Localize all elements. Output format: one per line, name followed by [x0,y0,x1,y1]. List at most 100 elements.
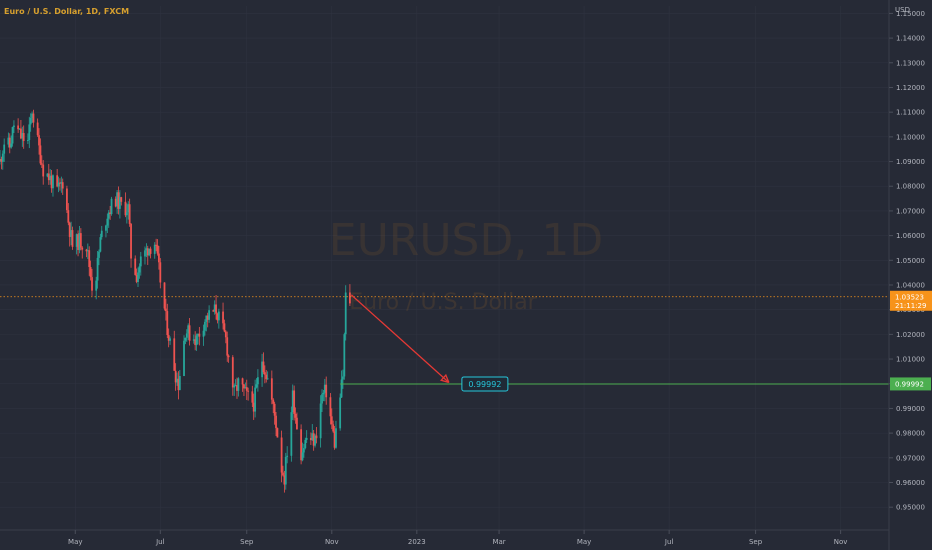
candle-up [304,439,307,449]
candle-up [183,340,185,377]
candle-up [96,257,99,281]
price-tick-label: 1.07000 [896,207,925,215]
candle-down [89,267,92,278]
candle-down [174,370,177,383]
price-axis[interactable]: 1.15000 1.14000 1.13000 1.12000 1.11000 1.100… [889,10,925,512]
countdown-timer: 21:11:29 [895,302,926,310]
time-tick-label: 2023 [408,538,426,546]
candle-down [198,333,201,337]
candle-down [251,391,254,403]
candle-up [176,378,178,383]
candle-up [118,197,121,209]
candle-down [312,433,315,446]
candle-down [216,313,219,321]
candle-up [116,192,118,207]
candle-up [234,385,237,387]
price-tick-label: 1.09000 [896,158,925,166]
candle-down [117,192,120,209]
candle-down [149,248,152,254]
candle-down [130,223,132,259]
candle-up [98,251,100,258]
candle-up [204,321,206,331]
candle-down [124,201,127,216]
candle-up [46,173,49,177]
time-tick-label: Sep [749,538,763,546]
time-axis[interactable]: May Jul Sep Nov 2023 Mar May Jul Sep Nov [68,530,847,546]
price-tick-label: 1.02000 [896,331,925,339]
candle-down [159,262,162,283]
candle-down [56,175,59,187]
candle-down [20,128,22,139]
candle-up [60,182,63,184]
candle-down [265,374,268,380]
candle-down [309,437,312,441]
target-price-axis-value: 0.99992 [895,380,924,388]
candle-up [290,412,293,456]
candle-up [57,182,60,187]
candle-down [275,415,277,429]
candle-up [217,311,220,321]
candle-down [22,132,25,142]
candle-up [148,248,151,256]
candle-down [42,164,45,177]
candle-down [134,258,137,275]
candle-up [311,433,314,441]
candle-up [340,379,343,398]
candle-up [70,230,72,237]
candle-down [59,182,61,184]
candle-up [52,175,54,189]
candle-down [224,331,227,338]
candle-up [106,218,109,226]
candle-down [32,113,35,123]
candle-down [158,253,160,263]
price-tick-label: 1.05000 [896,257,925,265]
symbol-title[interactable]: Euro / U.S. Dollar, 1D, FXCM [4,7,129,16]
candle-down [263,372,266,375]
time-tick-label: Nov [325,538,339,546]
candle-down [81,247,84,250]
candle-up [10,143,13,148]
candle-up [233,385,236,388]
candle-up [321,394,323,404]
candle-up [145,248,148,251]
candle-down [120,197,123,202]
candle-down [252,402,255,412]
candle-down [91,277,93,291]
price-tick-label: 1.14000 [896,35,925,43]
candle-down [226,337,229,356]
candle-up [284,456,287,485]
candle-down [349,292,351,304]
candlestick-series [0,109,351,493]
candle-up [184,337,187,341]
candle-up [319,403,322,439]
trend-arrow-line [350,294,450,383]
price-tick-label: 1.12000 [896,84,925,92]
candle-up [323,384,326,393]
candle-up [18,128,21,130]
candle-down [67,210,70,223]
candle-down [128,204,131,224]
price-tick-label: 1.13000 [896,59,925,67]
candle-up [185,333,188,338]
candle-up [266,378,269,380]
candle-up [21,132,24,139]
candle-up [13,125,15,128]
last-price-badge [890,290,932,311]
drawings [0,294,889,385]
candle-up [314,435,316,446]
candle-up [127,204,130,213]
candle-up [137,272,139,282]
candle-down [222,311,224,324]
candle-up [335,428,337,448]
candle-down [47,173,50,181]
candle-down [215,304,217,314]
candle-down [36,122,39,136]
candle-up [343,334,346,377]
candle-down [231,357,234,388]
candle-down [273,403,276,416]
candle-down [272,399,275,404]
candle-up [205,315,208,322]
candle-down [262,361,265,373]
candle-down [300,429,303,461]
